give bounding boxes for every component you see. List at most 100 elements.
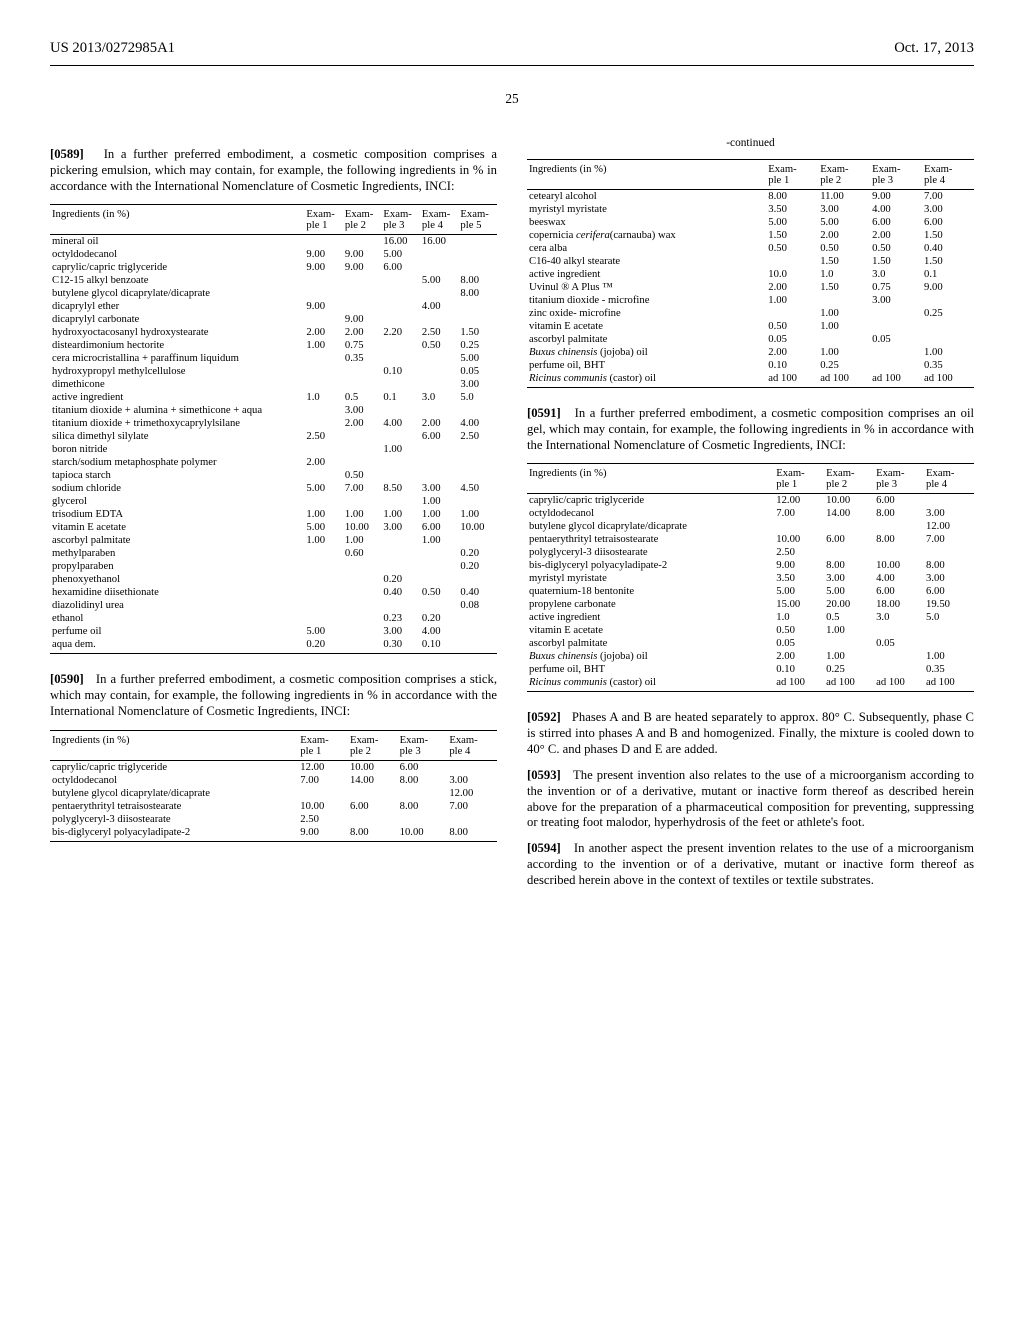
ingredient-value: 8.00 [824,559,874,572]
paragraph-0591: [0591] In a further preferred embodiment… [527,406,974,453]
ingredient-value [458,495,497,508]
table-row: ascorbyl palmitate0.050.05 [527,637,974,650]
patent-number: US 2013/0272985A1 [50,40,175,57]
ingredient-value: ad 100 [874,676,924,692]
ingredient-value: 6.00 [874,585,924,598]
table-row: vitamin E acetate5.0010.003.006.0010.00 [50,521,497,534]
ingredient-value [924,624,974,637]
table-row: dimethicone3.00 [50,378,497,391]
paragraph-0592: [0592] Phases A and B are heated separat… [527,710,974,757]
ingredient-name: propylene carbonate [527,598,774,611]
ingredient-value: 15.00 [774,598,824,611]
ingredient-value: 4.00 [381,417,420,430]
para-number: [0592] [527,710,561,724]
table-row: pentaerythrityl tetraisostearate10.006.0… [527,533,974,546]
table-col: Exam-ple 3 [381,205,420,235]
ingredient-value: 6.00 [922,216,974,229]
ingredient-name: dicaprylyl carbonate [50,313,304,326]
ingredient-value: 3.00 [922,203,974,216]
ingredient-value: 7.00 [922,190,974,204]
ingredient-name: Buxus chinensis (jojoba) oil [527,346,766,359]
table-row: polyglyceryl-3 diisostearate2.50 [527,546,974,559]
ingredient-value: 8.00 [874,533,924,546]
ingredient-value: 2.50 [458,430,497,443]
ingredient-name: cera microcristallina + paraffinum liqui… [50,352,304,365]
ingredient-value: 1.00 [824,650,874,663]
ingredient-value: 1.50 [922,229,974,242]
ingredient-value: 0.50 [818,242,870,255]
ingredient-value: 3.0 [420,391,459,404]
ingredient-value: 0.23 [381,612,420,625]
ingredient-value: 10.00 [774,533,824,546]
table-col: Exam-ple 5 [458,205,497,235]
ingredient-value [924,494,974,508]
ingredient-value: 2.00 [774,650,824,663]
table-row: Uvinul ® A Plus ™2.001.500.759.00 [527,281,974,294]
table-row: active ingredient1.00.50.13.05.0 [50,391,497,404]
ingredient-name: ethanol [50,612,304,625]
ingredient-value [766,255,818,268]
paragraph-0594: [0594] In another aspect the present inv… [527,841,974,888]
ingredient-value: 0.75 [870,281,922,294]
ingredient-value [343,625,382,638]
table-row: boron nitride1.00 [50,443,497,456]
ingredient-value: 0.50 [343,469,382,482]
ingredient-value: 1.00 [304,339,343,352]
ingredient-value: 3.00 [924,507,974,520]
ingredient-value [922,320,974,333]
table-row: beeswax5.005.006.006.00 [527,216,974,229]
ingredient-value [766,307,818,320]
ingredient-value: 3.50 [766,203,818,216]
ingredient-value [874,624,924,637]
ingredient-value: 4.50 [458,482,497,495]
table-row: Ricinus communis (castor) oilad 100ad 10… [527,372,974,388]
ingredient-value: 1.00 [458,508,497,521]
ingredient-value: 8.00 [766,190,818,204]
ingredient-name: ascorbyl palmitate [527,333,766,346]
ingredient-value [304,469,343,482]
ingredient-value [304,235,343,249]
table-col: Exam-ple 1 [298,730,348,760]
ingredient-value: 0.08 [458,599,497,612]
para-number: [0594] [527,841,561,855]
ingredient-value [774,520,824,533]
ingredient-value: 10.0 [766,268,818,281]
ingredient-value: 18.00 [874,598,924,611]
ingredient-value: 3.00 [381,521,420,534]
ingredient-value: 3.00 [420,482,459,495]
ingredient-value: 16.00 [381,235,420,249]
ingredient-value [420,599,459,612]
table-row: ascorbyl palmitate1.001.001.00 [50,534,497,547]
ingredient-value [458,404,497,417]
ingredient-value: 5.00 [774,585,824,598]
table-row: cera alba0.500.500.500.40 [527,242,974,255]
table-row: titanium dioxide + trimethoxycaprylylsil… [50,417,497,430]
ingredient-name: polyglyceryl-3 diisostearate [50,813,298,826]
table-row: cetearyl alcohol8.0011.009.007.00 [527,190,974,204]
ingredient-value [343,378,382,391]
ingredient-value: 12.00 [447,787,497,800]
ingredient-value [343,300,382,313]
ingredient-value [818,333,870,346]
ingredient-value: 2.00 [766,346,818,359]
ingredient-value: 0.10 [381,365,420,378]
ingredient-value: 0.40 [381,586,420,599]
table-row: methylparaben0.600.20 [50,547,497,560]
table-stick-continued: Ingredients (in %) Exam-ple 1 Exam-ple 2… [527,159,974,388]
ingredient-name: silica dimethyl silylate [50,430,304,443]
table-row: quaternium-18 bentonite5.005.006.006.00 [527,585,974,598]
ingredient-value: 5.00 [304,521,343,534]
ingredient-name: aqua dem. [50,638,304,654]
ingredient-value: 0.10 [774,663,824,676]
ingredient-value [458,534,497,547]
ingredient-name: Ricinus communis (castor) oil [527,676,774,692]
ingredient-value: 6.00 [420,430,459,443]
ingredient-value [874,520,924,533]
table-row: octyldodecanol9.009.005.00 [50,248,497,261]
table-row: aqua dem.0.200.300.10 [50,638,497,654]
ingredient-value: 1.50 [818,281,870,294]
ingredient-value [304,443,343,456]
ingredient-value: 0.60 [343,547,382,560]
ingredient-value: 1.00 [381,508,420,521]
ingredient-value: 0.1 [922,268,974,281]
